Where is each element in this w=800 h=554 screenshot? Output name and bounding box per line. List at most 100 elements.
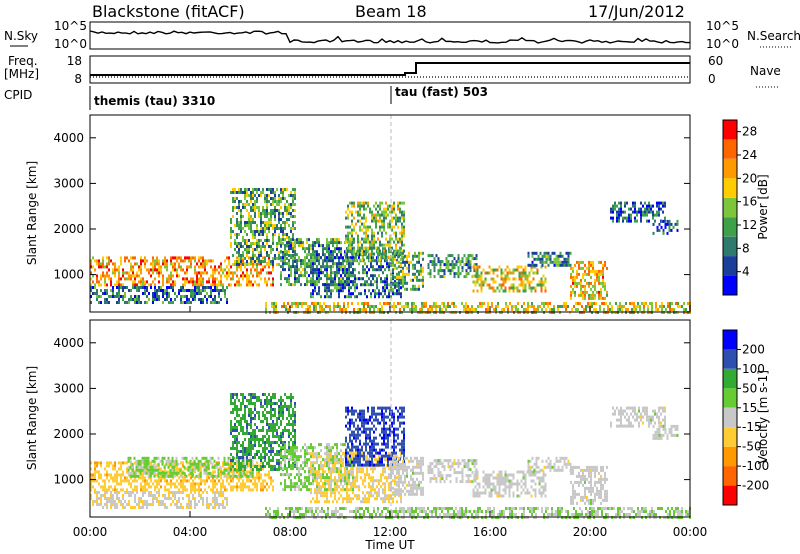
data-cell	[681, 305, 683, 308]
data-cell	[266, 221, 268, 224]
data-cell	[326, 268, 328, 272]
data-cell	[559, 251, 562, 255]
data-cell	[141, 465, 144, 469]
data-cell	[457, 275, 460, 279]
data-cell	[90, 295, 92, 298]
data-cell	[381, 308, 383, 311]
data-cell	[280, 224, 282, 227]
data-cell	[240, 224, 242, 227]
data-cell	[530, 265, 533, 269]
data-cell	[403, 219, 405, 223]
data-cell	[186, 494, 188, 497]
data-cell	[212, 491, 214, 494]
data-cell	[246, 456, 248, 459]
data-cell	[286, 236, 288, 239]
data-cell	[248, 450, 250, 453]
data-cell	[386, 295, 388, 299]
data-cell	[270, 423, 272, 426]
data-cell	[208, 485, 210, 489]
data-cell	[375, 216, 377, 220]
data-cell	[591, 302, 593, 305]
data-cell	[236, 263, 238, 266]
data-cell	[572, 269, 574, 273]
data-cell	[147, 465, 150, 469]
data-cell	[338, 256, 340, 260]
data-cell	[170, 301, 172, 304]
data-cell	[160, 271, 162, 275]
data-cell	[142, 461, 144, 465]
data-cell	[375, 222, 377, 226]
data-cell	[240, 230, 242, 233]
data-cell	[641, 302, 643, 305]
data-cell	[282, 399, 284, 402]
data-cell	[205, 459, 208, 463]
data-cell	[324, 295, 326, 299]
data-cell	[272, 414, 274, 417]
data-cell	[110, 259, 112, 263]
data-cell	[240, 465, 242, 468]
data-cell	[500, 268, 503, 272]
data-cell	[236, 233, 238, 236]
data-cell	[216, 488, 218, 492]
data-cell	[200, 274, 202, 278]
data-cell	[202, 262, 204, 266]
data-cell	[268, 399, 270, 402]
data-cell	[531, 260, 534, 264]
data-cell	[234, 408, 236, 411]
data-cell	[336, 244, 338, 248]
data-cell	[270, 260, 272, 263]
data-cell	[162, 262, 164, 266]
data-cell	[379, 258, 381, 262]
data-cell	[256, 482, 258, 486]
data-cell	[306, 247, 308, 251]
data-cell	[348, 283, 350, 287]
data-cell	[391, 216, 393, 220]
mode-label-tau: tau (fast) 503	[395, 85, 488, 99]
data-cell	[347, 305, 349, 308]
data-cell	[443, 275, 446, 279]
data-cell	[302, 244, 304, 248]
data-cell	[246, 447, 248, 450]
data-cell	[640, 219, 642, 223]
data-cell	[238, 423, 240, 426]
data-cell	[363, 207, 365, 211]
data-cell	[260, 488, 262, 492]
data-cell	[354, 286, 356, 290]
data-cell	[361, 228, 363, 232]
data-cell	[439, 263, 442, 267]
data-cell	[618, 207, 620, 211]
data-cell	[222, 283, 224, 287]
data-cell	[238, 470, 240, 474]
data-cell	[602, 269, 604, 273]
data-cell	[128, 298, 130, 301]
data-cell	[280, 402, 282, 405]
data-cell	[313, 302, 315, 305]
data-cell	[236, 236, 238, 239]
data-cell	[222, 286, 224, 289]
data-cell	[90, 271, 92, 275]
data-cell	[429, 275, 432, 279]
data-cell	[286, 280, 288, 284]
data-cell	[596, 269, 598, 273]
data-cell	[537, 305, 539, 308]
data-cell	[98, 295, 100, 298]
data-cell	[137, 465, 140, 469]
data-cell	[620, 207, 622, 211]
data-cell	[274, 441, 276, 444]
data-cell	[547, 251, 550, 255]
data-cell	[142, 259, 144, 263]
data-cell	[254, 260, 256, 263]
data-cell	[248, 227, 250, 230]
data-cell	[531, 251, 534, 255]
data-cell	[350, 262, 352, 266]
data-cell	[158, 289, 160, 292]
data-cell	[254, 405, 256, 408]
data-cell	[532, 265, 535, 269]
data-cell	[212, 274, 214, 278]
data-cell	[598, 275, 600, 279]
data-cell	[132, 488, 134, 492]
data-cell	[329, 308, 331, 311]
data-cell	[561, 305, 563, 308]
data-cell	[338, 268, 340, 272]
data-cell	[278, 462, 280, 465]
